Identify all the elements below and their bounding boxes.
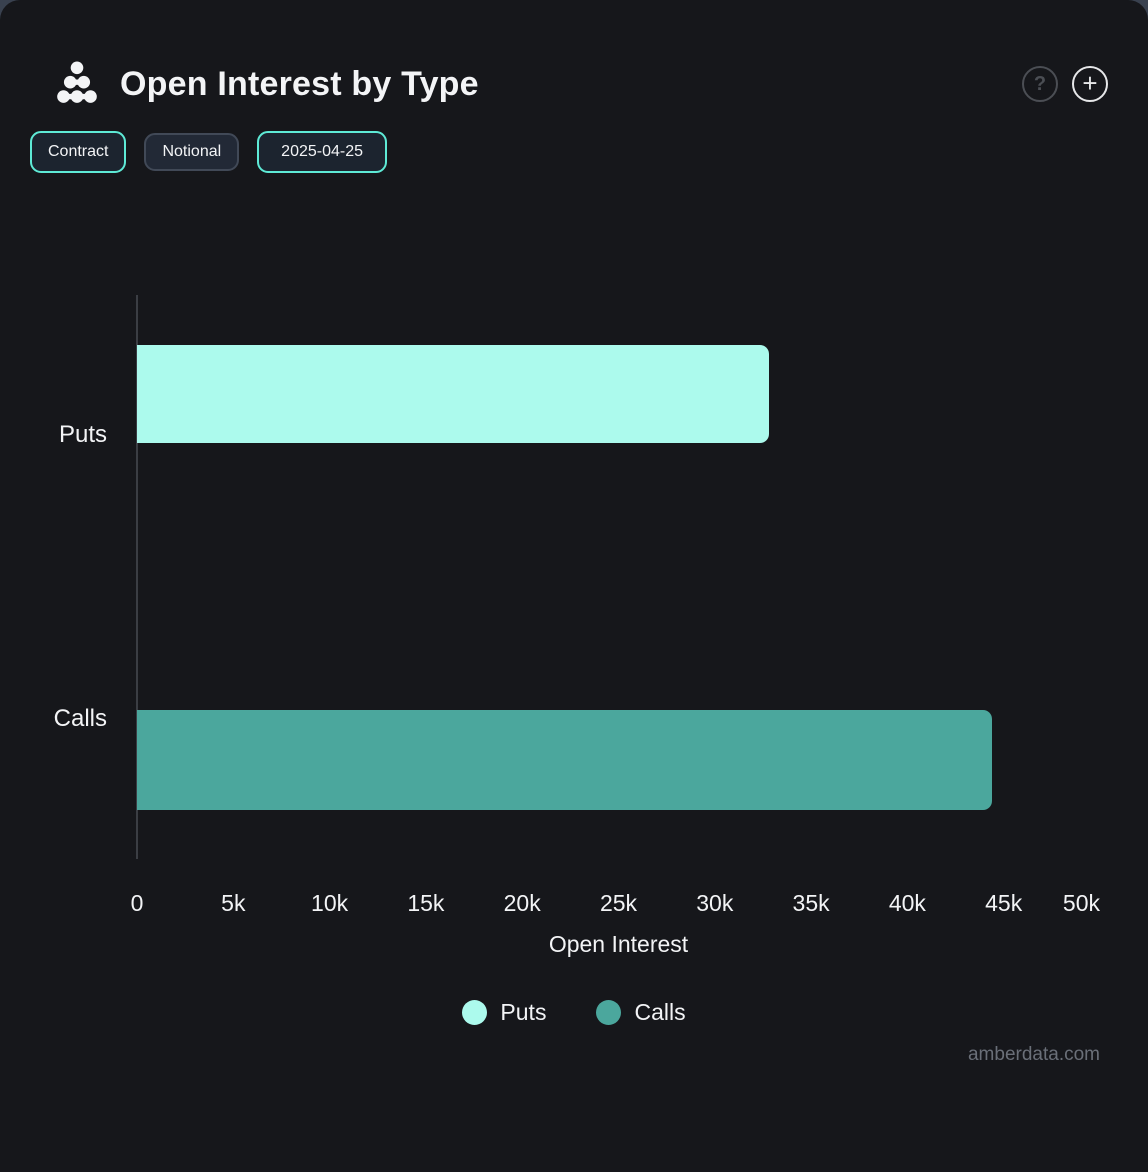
- legend-label: Calls: [634, 999, 686, 1025]
- contract-toggle-button[interactable]: Contract: [30, 131, 127, 173]
- notional-toggle-button[interactable]: Notional: [144, 133, 240, 171]
- toolbar: Contract Notional 2025-04-25: [30, 131, 388, 173]
- y-axis-label-puts: Puts: [58, 421, 107, 448]
- date-selector-button[interactable]: 2025-04-25: [257, 131, 388, 173]
- legend-swatch-icon: [596, 1000, 622, 1025]
- watermark: amberdata.com: [967, 1044, 1100, 1065]
- x-tick-label: 15k: [407, 890, 445, 916]
- y-axis-label-calls: Calls: [53, 705, 107, 732]
- x-tick-label: 50k: [1062, 890, 1100, 916]
- legend-item-calls[interactable]: Calls: [596, 999, 686, 1026]
- x-tick-label: 20k: [503, 890, 541, 916]
- plus-icon: +: [1082, 68, 1098, 98]
- legend: Puts Calls: [0, 999, 1148, 1026]
- y-axis-line: [136, 295, 138, 859]
- legend-item-puts[interactable]: Puts: [462, 999, 546, 1026]
- x-tick-label: 35k: [792, 890, 830, 916]
- x-axis-title: Open Interest: [548, 931, 689, 957]
- question-mark-icon: ?: [1033, 73, 1047, 95]
- card-header: Open Interest by Type ? +: [50, 56, 1108, 112]
- x-tick-label: 30k: [696, 890, 734, 916]
- page-title: Open Interest by Type: [120, 64, 479, 103]
- x-tick-label: 25k: [599, 890, 638, 916]
- x-tick-label: 5k: [221, 890, 246, 916]
- x-tick-label: 0: [130, 890, 144, 916]
- help-button[interactable]: ?: [1022, 66, 1058, 102]
- bar-puts[interactable]: [137, 345, 769, 443]
- add-button[interactable]: +: [1072, 66, 1108, 102]
- x-tick-label: 45k: [985, 890, 1023, 916]
- bar-calls[interactable]: [137, 710, 992, 810]
- amberdata-logo-icon: [57, 61, 97, 103]
- x-tick-label: 40k: [888, 890, 926, 916]
- x-tick-label: 10k: [311, 890, 349, 916]
- legend-label: Puts: [500, 999, 547, 1025]
- legend-swatch-icon: [462, 1000, 488, 1025]
